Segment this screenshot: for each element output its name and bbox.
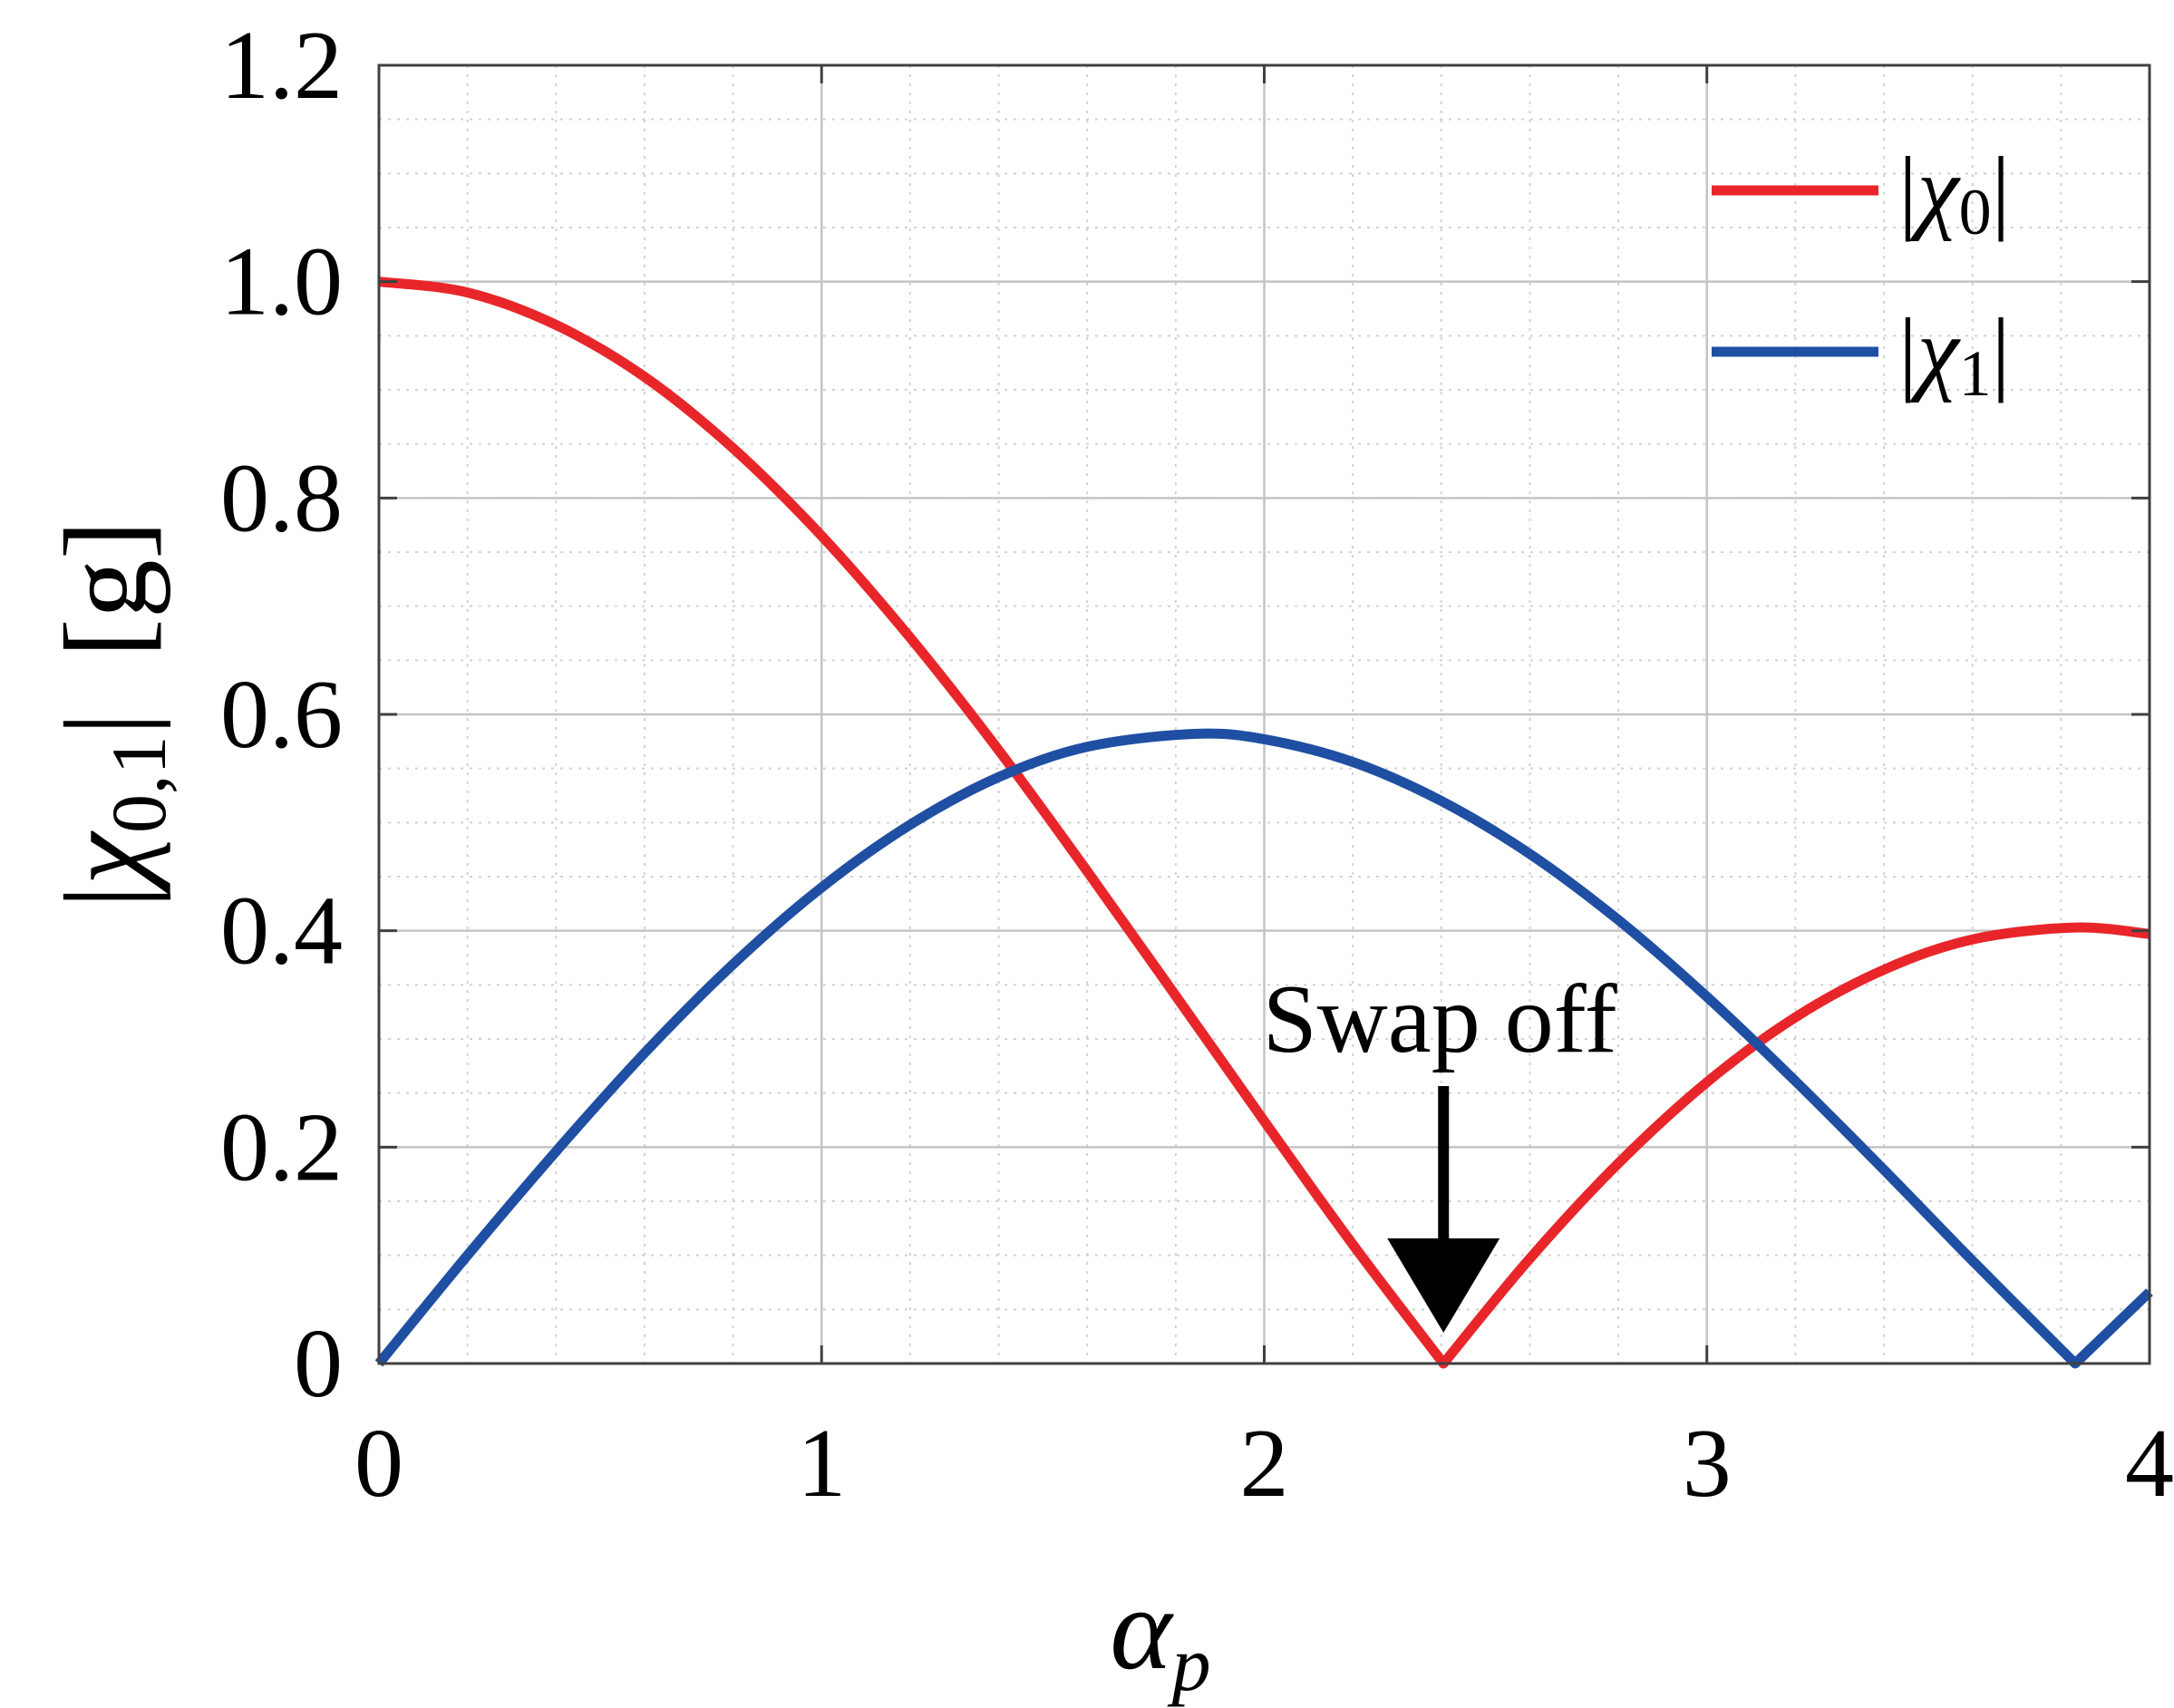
x-tick-label: 1	[797, 1410, 846, 1518]
legend: |χ0| |χ1|	[1712, 138, 2010, 410]
y-tick-label: 0.2	[220, 1093, 343, 1201]
y-tick-labels: 0 0.2 0.4 0.6 0.8 1.0 1.2	[220, 12, 343, 1418]
x-tick-label: 3	[1683, 1410, 1732, 1518]
y-tick-label: 1.2	[220, 12, 343, 120]
x-tick-label: 2	[1240, 1410, 1289, 1518]
annotation-label: Swap off	[1263, 966, 1617, 1073]
annotation-arrow-head	[1387, 1238, 1500, 1333]
y-tick-label: 0.6	[220, 661, 343, 769]
axis-ticks	[377, 63, 2151, 1365]
major-grid	[377, 63, 2151, 1365]
x-axis-title: αp	[1110, 1564, 1210, 1707]
x-tick-labels: 0 1 2 3 4	[354, 1410, 2174, 1518]
series-line-chi1	[374, 728, 2153, 1369]
y-tick-label: 0.4	[220, 878, 343, 985]
x-tick-label: 4	[2125, 1410, 2174, 1518]
series-line-chi0	[378, 277, 2150, 1369]
y-tick-label: 1.0	[220, 228, 343, 336]
y-tick-label: 0	[294, 1310, 343, 1418]
legend-label-chi0: |χ0|	[1898, 138, 2010, 248]
series-layer	[374, 277, 2153, 1369]
x-tick-label: 0	[354, 1410, 403, 1518]
y-tick-label: 0.8	[220, 444, 343, 552]
y-axis-title: |χ0,1|[g]	[41, 520, 182, 908]
legend-label-chi1: |χ1|	[1898, 299, 2010, 410]
swap-off-annotation: Swap off	[1263, 966, 1617, 1333]
